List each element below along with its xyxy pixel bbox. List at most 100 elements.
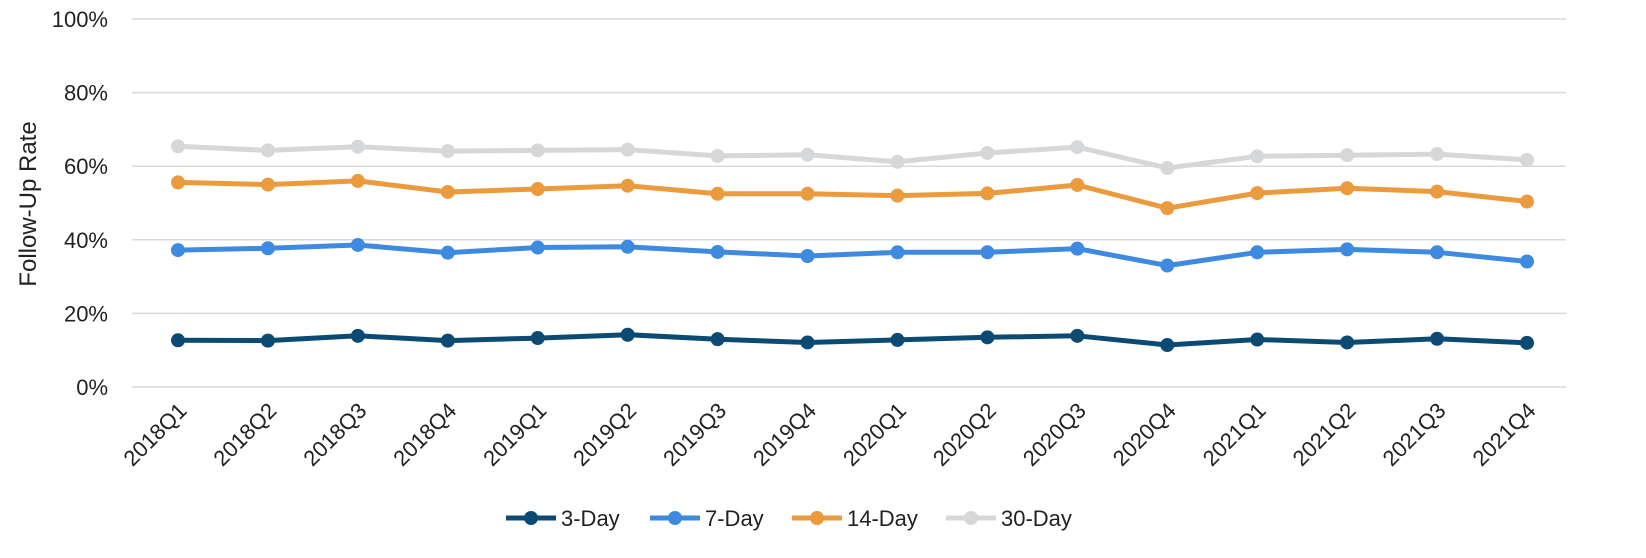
legend-item: 7-Day bbox=[650, 506, 764, 531]
data-point bbox=[350, 173, 365, 188]
data-point bbox=[1430, 147, 1445, 162]
legend-item: 30-Day bbox=[946, 506, 1072, 531]
data-point bbox=[171, 139, 185, 154]
x-tick-label: 2020Q2 bbox=[928, 398, 1001, 471]
data-point bbox=[260, 143, 275, 158]
y-axis-ticks: 0% 20% 40% 60% 80% 100% bbox=[52, 7, 108, 400]
data-point bbox=[1520, 254, 1534, 269]
data-point bbox=[890, 245, 905, 260]
series-30-day bbox=[171, 139, 1534, 176]
data-point bbox=[440, 333, 455, 348]
data-point bbox=[620, 142, 635, 157]
legend-label: 14-Day bbox=[847, 506, 918, 531]
data-point bbox=[980, 145, 995, 160]
data-point bbox=[1520, 335, 1534, 350]
data-point bbox=[710, 244, 725, 259]
data-point bbox=[620, 327, 635, 342]
data-point bbox=[710, 148, 725, 163]
data-point bbox=[350, 328, 365, 343]
data-point bbox=[1520, 194, 1534, 209]
data-point bbox=[800, 335, 815, 350]
data-point bbox=[1340, 148, 1355, 163]
data-point bbox=[1160, 338, 1175, 353]
series-14-day bbox=[171, 173, 1534, 216]
data-point bbox=[1070, 241, 1085, 256]
data-point bbox=[171, 333, 185, 348]
legend-item: 3-Day bbox=[506, 506, 620, 531]
x-tick-label: 2020Q3 bbox=[1018, 398, 1091, 471]
data-point bbox=[171, 175, 185, 190]
x-tick-label: 2021Q3 bbox=[1378, 398, 1451, 471]
y-tick-label: 0% bbox=[76, 375, 108, 400]
legend-label: 3-Day bbox=[561, 506, 620, 531]
series-line bbox=[175, 143, 1530, 171]
data-point bbox=[440, 144, 455, 159]
y-tick-label: 80% bbox=[64, 81, 108, 106]
data-point bbox=[530, 331, 545, 346]
data-point bbox=[800, 248, 815, 263]
x-axis-ticks: 2018Q1 2018Q2 2018Q3 2018Q4 2019Q1 2019Q2 2019… bbox=[118, 398, 1540, 471]
x-tick-label: 2021Q2 bbox=[1288, 398, 1361, 471]
series-line bbox=[175, 178, 1530, 211]
x-tick-label: 2018Q2 bbox=[208, 398, 281, 471]
data-point bbox=[1340, 335, 1355, 350]
y-tick-label: 100% bbox=[52, 7, 108, 32]
x-tick-label: 2019Q1 bbox=[478, 398, 551, 471]
data-point bbox=[800, 186, 815, 201]
data-point bbox=[1340, 242, 1355, 257]
data-point bbox=[1070, 140, 1085, 155]
data-point bbox=[1520, 152, 1534, 167]
legend-label: 30-Day bbox=[1001, 506, 1072, 531]
x-tick-label: 2021Q4 bbox=[1467, 398, 1540, 471]
x-tick-label: 2020Q1 bbox=[838, 398, 911, 471]
data-point bbox=[350, 237, 365, 252]
data-point bbox=[980, 186, 995, 201]
data-point bbox=[1430, 331, 1445, 346]
x-tick-label: 2019Q3 bbox=[658, 398, 731, 471]
legend-marker bbox=[810, 511, 824, 525]
data-point bbox=[530, 240, 545, 255]
data-point bbox=[1160, 201, 1175, 216]
series-3-day bbox=[171, 327, 1534, 353]
y-axis-label: Follow-Up Rate bbox=[15, 121, 42, 286]
data-point bbox=[1070, 328, 1085, 343]
data-point bbox=[1250, 149, 1265, 164]
legend-label: 7-Day bbox=[705, 506, 764, 531]
data-point bbox=[530, 143, 545, 158]
data-point bbox=[890, 154, 905, 169]
data-point bbox=[1070, 177, 1085, 192]
data-point bbox=[440, 245, 455, 260]
legend-marker bbox=[524, 511, 538, 525]
data-point bbox=[1160, 258, 1175, 273]
data-point bbox=[260, 177, 275, 192]
data-point bbox=[1250, 186, 1265, 201]
series-line bbox=[175, 332, 1530, 348]
series-line bbox=[175, 242, 1530, 269]
data-point bbox=[1160, 161, 1175, 176]
data-point bbox=[1430, 184, 1445, 199]
data-point bbox=[620, 239, 635, 254]
legend-marker bbox=[668, 511, 682, 525]
data-point bbox=[800, 147, 815, 162]
x-tick-label: 2021Q1 bbox=[1198, 398, 1271, 471]
data-point bbox=[440, 184, 455, 199]
data-point bbox=[1430, 245, 1445, 260]
legend: 3-Day 7-Day 14-Day 30-Day bbox=[506, 506, 1072, 531]
data-point bbox=[1250, 332, 1265, 347]
data-point bbox=[260, 241, 275, 256]
data-point bbox=[980, 245, 995, 260]
x-tick-label: 2018Q3 bbox=[298, 398, 371, 471]
data-point bbox=[710, 332, 725, 347]
data-point bbox=[1340, 181, 1355, 196]
data-point bbox=[171, 243, 185, 258]
legend-marker bbox=[964, 511, 978, 525]
data-point bbox=[1250, 245, 1265, 260]
gridlines bbox=[132, 18, 1566, 388]
x-tick-label: 2018Q1 bbox=[118, 398, 191, 471]
data-point bbox=[530, 182, 545, 197]
y-tick-label: 40% bbox=[64, 228, 108, 253]
data-point bbox=[980, 330, 995, 345]
data-point bbox=[620, 178, 635, 193]
data-point bbox=[710, 186, 725, 201]
